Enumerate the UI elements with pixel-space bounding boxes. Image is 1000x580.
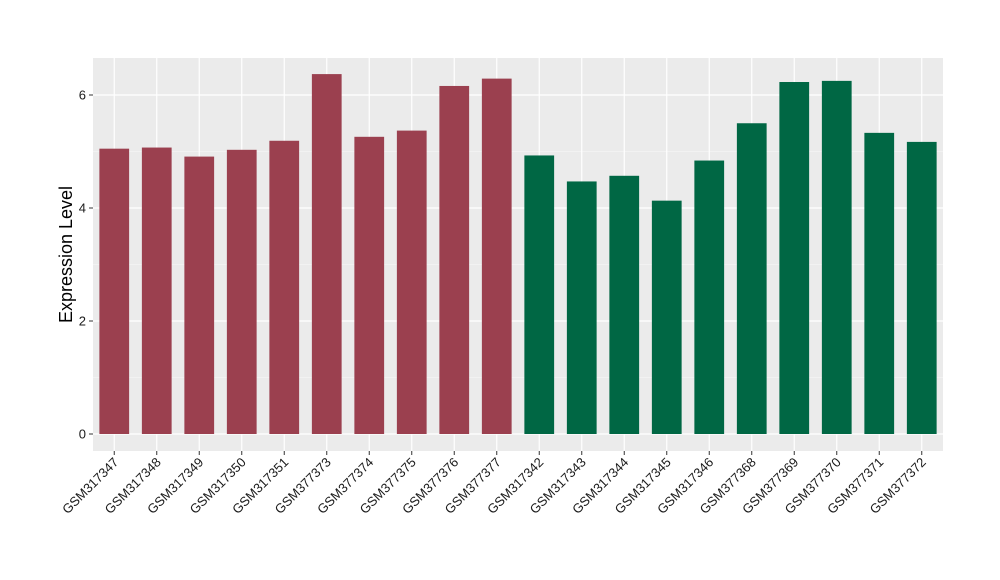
y-axis: 0 2 4 6 (79, 88, 93, 442)
bar-GSM377372 (906, 141, 937, 434)
bar-GSM377373 (311, 74, 342, 434)
bar-GSM377369 (779, 82, 810, 434)
bar-GSM377374 (354, 136, 385, 434)
bar-GSM377370 (821, 80, 852, 434)
bar-GSM317342 (524, 155, 555, 434)
y-tick-label: 4 (79, 201, 86, 216)
bar-GSM317350 (226, 149, 257, 434)
plot-panel (93, 58, 943, 451)
bar-GSM317347 (99, 148, 130, 435)
bar-GSM317344 (609, 175, 640, 435)
x-axis: GSM317347GSM317348GSM317349GSM317350GSM3… (59, 451, 929, 517)
y-axis-title: Expression Level (56, 186, 76, 323)
bars-group (99, 74, 937, 435)
bar-GSM377368 (736, 123, 767, 434)
y-tick-label: 2 (79, 314, 86, 329)
bar-GSM317348 (141, 147, 172, 435)
bar-GSM377371 (864, 132, 895, 435)
bar-GSM377377 (481, 78, 512, 435)
bar-GSM317345 (651, 200, 682, 434)
y-tick-label: 6 (79, 88, 86, 103)
bar-GSM317346 (694, 160, 725, 435)
bar-GSM317351 (269, 140, 300, 434)
y-tick-label: 0 (79, 427, 86, 442)
bar-GSM377376 (439, 85, 470, 435)
bar-GSM317343 (566, 181, 597, 434)
bar-GSM317349 (184, 156, 215, 434)
bar-GSM377375 (396, 130, 427, 434)
